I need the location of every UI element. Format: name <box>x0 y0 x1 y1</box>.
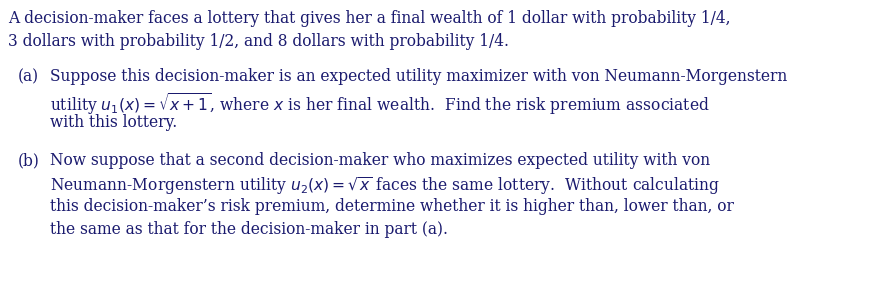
Text: this decision-maker’s risk premium, determine whether it is higher than, lower t: this decision-maker’s risk premium, dete… <box>50 198 734 215</box>
Text: Now suppose that a second decision-maker who maximizes expected utility with von: Now suppose that a second decision-maker… <box>50 152 710 169</box>
Text: 3 dollars with probability 1/2, and 8 dollars with probability 1/4.: 3 dollars with probability 1/2, and 8 do… <box>8 33 509 50</box>
Text: A decision-maker faces a lottery that gives her a final wealth of 1 dollar with : A decision-maker faces a lottery that gi… <box>8 10 731 27</box>
Text: Neumann-Morgenstern utility $u_2(x) = \sqrt{x}$ faces the same lottery.  Without: Neumann-Morgenstern utility $u_2(x) = \s… <box>50 175 720 197</box>
Text: Suppose this decision-maker is an expected utility maximizer with von Neumann-Mo: Suppose this decision-maker is an expect… <box>50 68 788 85</box>
Text: the same as that for the decision-maker in part (a).: the same as that for the decision-maker … <box>50 221 448 238</box>
Text: utility $u_1(x) = \sqrt{x+1}$, where $x$ is her final wealth.  Find the risk pre: utility $u_1(x) = \sqrt{x+1}$, where $x$… <box>50 91 710 117</box>
Text: (a): (a) <box>18 68 39 85</box>
Text: (b): (b) <box>18 152 40 169</box>
Text: with this lottery.: with this lottery. <box>50 114 177 131</box>
